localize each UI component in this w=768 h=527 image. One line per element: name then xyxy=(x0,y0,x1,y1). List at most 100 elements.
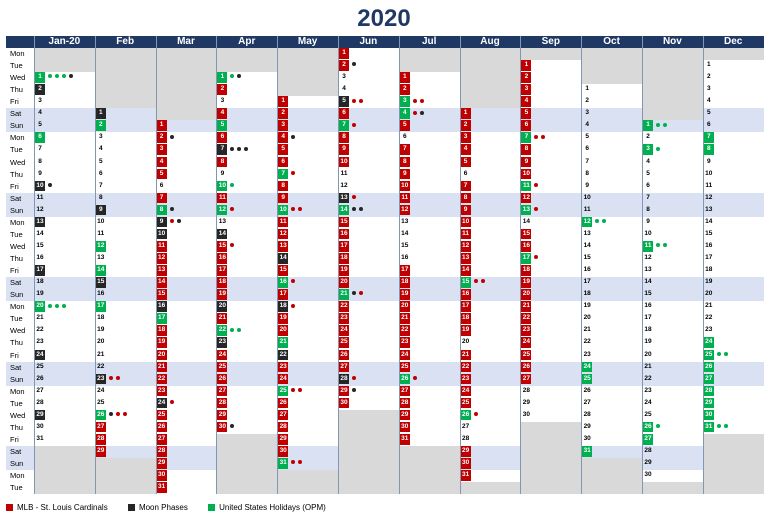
day-cell[interactable]: 19 xyxy=(156,337,217,349)
day-cell[interactable]: 26 xyxy=(34,373,95,386)
day-cell[interactable]: 25 xyxy=(460,397,521,410)
day-cell[interactable]: 15 xyxy=(642,289,703,302)
day-cell[interactable]: 31 xyxy=(460,470,521,482)
day-cell[interactable]: 10 xyxy=(156,228,217,241)
day-cell[interactable]: 11 xyxy=(338,169,399,181)
day-cell[interactable]: 31 xyxy=(399,433,460,446)
day-cell[interactable]: 30 xyxy=(399,421,460,434)
day-cell[interactable]: 23 xyxy=(216,337,277,349)
day-cell[interactable]: 1 xyxy=(459,108,521,121)
day-cell[interactable]: 24 xyxy=(34,349,95,362)
day-cell[interactable]: 15 xyxy=(338,216,399,229)
day-cell[interactable]: 1 xyxy=(642,120,703,133)
day-cell[interactable]: 30 xyxy=(642,470,703,482)
day-cell[interactable]: 9 xyxy=(642,217,703,229)
day-cell[interactable]: 30 xyxy=(216,421,277,434)
day-cell[interactable]: 10 xyxy=(95,217,156,229)
day-cell[interactable]: 17 xyxy=(460,301,521,313)
day-cell[interactable]: 18 xyxy=(460,313,521,325)
day-cell[interactable]: 5 xyxy=(702,108,764,121)
day-cell[interactable]: 4 xyxy=(398,108,460,121)
day-cell[interactable]: 28 xyxy=(155,445,217,459)
day-cell[interactable]: 1 xyxy=(216,72,277,84)
day-cell[interactable]: 5 xyxy=(581,132,642,144)
day-cell[interactable]: 6 xyxy=(216,132,277,144)
day-cell[interactable]: 28 xyxy=(703,385,764,398)
day-cell[interactable]: 14 xyxy=(34,229,95,241)
day-cell[interactable]: 19 xyxy=(338,265,399,277)
day-cell[interactable]: 23 xyxy=(338,313,399,325)
day-cell[interactable]: 12 xyxy=(95,240,156,253)
day-cell[interactable]: 24 xyxy=(460,385,521,398)
day-cell[interactable]: 8 xyxy=(642,204,703,217)
day-cell[interactable]: 25 xyxy=(581,373,642,386)
day-cell[interactable]: 19 xyxy=(642,337,703,349)
day-cell[interactable]: 21 xyxy=(155,361,217,374)
day-cell[interactable]: 23 xyxy=(703,325,764,337)
day-cell[interactable]: 12 xyxy=(520,192,582,205)
day-cell[interactable]: 22 xyxy=(459,361,521,374)
day-cell[interactable]: 26 xyxy=(642,421,703,434)
day-cell[interactable]: 30 xyxy=(520,410,581,422)
day-cell[interactable]: 2 xyxy=(277,108,338,121)
day-cell[interactable]: 2 xyxy=(338,60,399,72)
day-cell[interactable]: 14 xyxy=(520,217,581,229)
day-cell[interactable]: 26 xyxy=(460,409,521,422)
day-cell[interactable]: 18 xyxy=(520,265,581,277)
day-cell[interactable]: 5 xyxy=(338,96,399,108)
day-cell[interactable]: 3 xyxy=(277,120,338,133)
day-cell[interactable]: 24 xyxy=(277,373,338,386)
day-cell[interactable]: 26 xyxy=(338,349,399,362)
day-cell[interactable]: 9 xyxy=(216,169,277,181)
day-cell[interactable]: 19 xyxy=(581,301,642,313)
day-cell[interactable]: 24 xyxy=(642,398,703,410)
day-cell[interactable]: 18 xyxy=(398,277,460,290)
day-cell[interactable]: 25 xyxy=(277,385,338,398)
day-cell[interactable]: 31 xyxy=(34,434,95,446)
day-cell[interactable]: 7 xyxy=(581,157,642,169)
day-cell[interactable]: 12 xyxy=(581,216,642,229)
day-cell[interactable]: 25 xyxy=(216,361,278,374)
day-cell[interactable]: 22 xyxy=(94,361,156,374)
day-cell[interactable]: 9 xyxy=(94,204,156,217)
day-cell[interactable]: 11 xyxy=(703,181,764,193)
day-cell[interactable]: 2 xyxy=(34,84,95,96)
day-cell[interactable]: 2 xyxy=(399,84,460,96)
day-cell[interactable]: 7 xyxy=(520,132,581,144)
day-cell[interactable]: 17 xyxy=(581,277,642,290)
day-cell[interactable]: 25 xyxy=(520,349,581,362)
day-cell[interactable]: 27 xyxy=(520,373,582,386)
day-cell[interactable]: 21 xyxy=(703,301,764,313)
day-cell[interactable]: 27 xyxy=(702,373,764,386)
day-cell[interactable]: 3 xyxy=(34,96,95,108)
day-cell[interactable]: 17 xyxy=(642,313,703,325)
day-cell[interactable]: 30 xyxy=(581,434,642,446)
day-cell[interactable]: 6 xyxy=(338,108,399,121)
day-cell[interactable]: 22 xyxy=(277,349,338,362)
day-cell[interactable]: 22 xyxy=(399,325,460,337)
day-cell[interactable]: 16 xyxy=(520,240,581,253)
day-cell[interactable]: 8 xyxy=(399,156,460,169)
day-cell[interactable]: 14 xyxy=(277,253,338,265)
day-cell[interactable]: 21 xyxy=(277,337,338,349)
day-cell[interactable]: 29 xyxy=(34,409,95,422)
day-cell[interactable]: 31 xyxy=(277,458,338,471)
day-cell[interactable]: 22 xyxy=(155,373,217,386)
day-cell[interactable]: 14 xyxy=(155,277,217,290)
day-cell[interactable]: 8 xyxy=(277,180,338,193)
day-cell[interactable]: 17 xyxy=(95,301,156,313)
day-cell[interactable]: 26 xyxy=(156,421,217,434)
day-cell[interactable]: 7 xyxy=(34,144,95,156)
day-cell[interactable]: 30 xyxy=(338,397,399,410)
day-cell[interactable]: 12 xyxy=(338,181,399,193)
day-cell[interactable]: 20 xyxy=(520,289,582,302)
day-cell[interactable]: 28 xyxy=(642,445,703,459)
day-cell[interactable]: 13 xyxy=(338,192,399,205)
day-cell[interactable]: 13 xyxy=(702,204,764,217)
day-cell[interactable]: 18 xyxy=(703,265,764,277)
day-cell[interactable]: 23 xyxy=(277,361,338,374)
day-cell[interactable]: 15 xyxy=(459,277,521,290)
day-cell[interactable]: 15 xyxy=(520,228,581,241)
day-cell[interactable]: 10 xyxy=(703,169,764,181)
day-cell[interactable]: 4 xyxy=(216,108,278,121)
